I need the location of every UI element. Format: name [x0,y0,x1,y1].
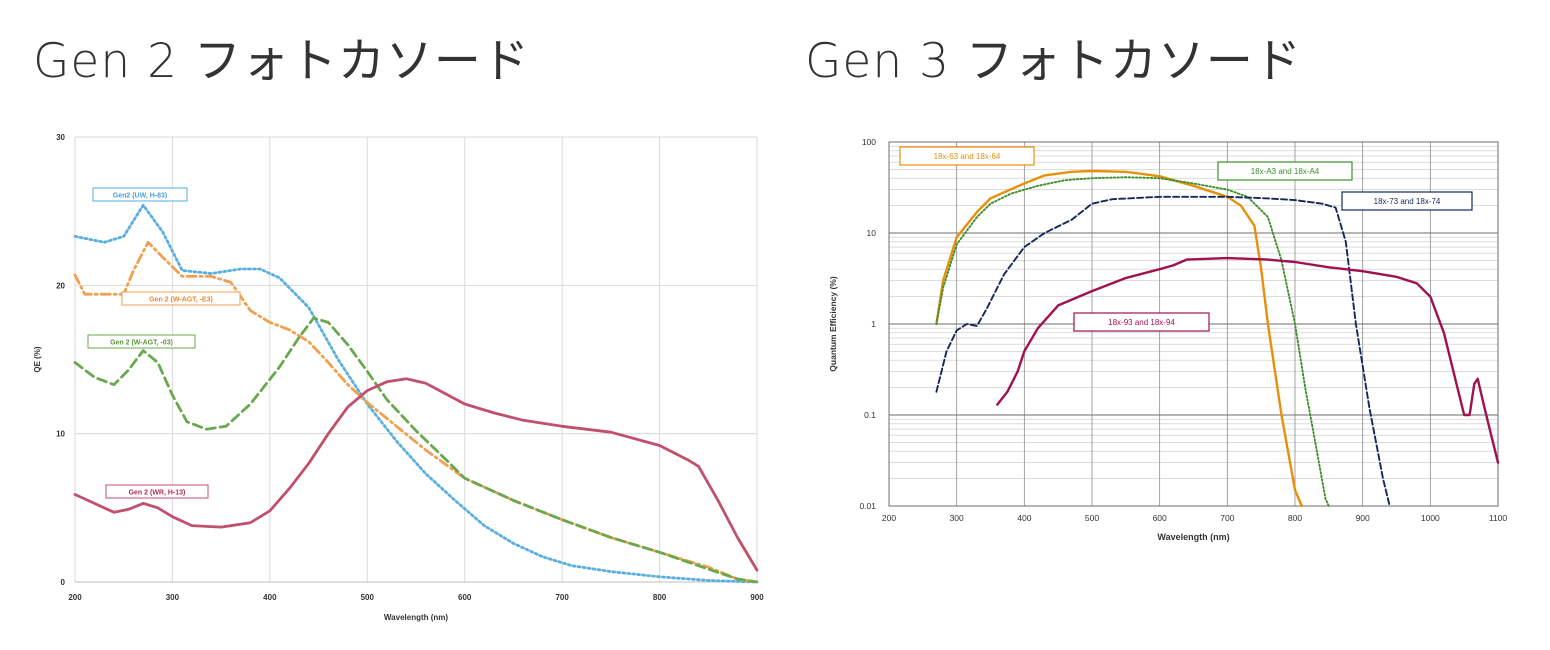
x-tick-label: 400 [263,593,277,602]
y-tick-label: 0.1 [864,410,876,420]
y-axis-label: QE (%) [33,346,42,373]
x-tick-label: 700 [1220,513,1234,523]
series-label-box-w-agt-e3 [121,291,241,306]
series-line-wr-h13 [73,377,759,572]
series-label-wr-h13: Gen 2 (WR, H-13) [129,490,186,497]
series-line-18x-63 [935,169,1303,508]
y-tick-label: 0.01 [859,501,876,511]
series-line-uw-h83 [73,203,759,584]
series-label-18x-63: 18x-63 and 18x-64 [934,152,1001,161]
y-axis-label: Quantum Efficiency (%) [828,276,838,372]
x-tick-label: 200 [882,513,896,523]
series-label-w-agt-e3: Gen 2 (W-AGT, -E3) [149,297,213,304]
series-label-box-wr-h13 [105,484,209,499]
series-label-box-18x-a3 [1217,161,1353,181]
x-tick-label: 1100 [1489,513,1508,523]
series-label-18x-a3: 18x-A3 and 18x-A4 [1251,167,1320,176]
x-tick-label: 400 [1017,513,1031,523]
series-label-box-18x-73 [1341,191,1473,211]
x-tick-label: 300 [166,593,180,602]
series-label-uw-h83: Gen2 (UW, H-83) [113,193,167,200]
x-tick-label: 600 [458,593,472,602]
y-tick-label: 30 [56,133,65,142]
x-tick-label: 200 [68,593,82,602]
x-axis-label: Wavelength (nm) [384,613,448,622]
y-tick-label: 1 [871,319,876,329]
series-line-w-agt-03 [73,316,759,584]
series-label-box-18x-63 [899,146,1035,166]
gen3-heading: Gen 3 フォトカソード [805,34,1302,89]
x-tick-label: 500 [361,593,375,602]
series-label-w-agt-03: Gen 2 (W-AGT, -03) [110,340,173,347]
series-line-18x-93 [996,256,1500,464]
x-tick-label: 800 [653,593,667,602]
x-tick-label: 700 [555,593,569,602]
series-label-box-w-agt-03 [87,334,196,349]
series-label-box-uw-h83 [92,187,188,202]
y-tick-label: 10 [867,228,877,238]
gen2-heading: Gen 2 フォトカソード [33,34,530,89]
x-tick-label: 900 [1356,513,1370,523]
series-label-18x-93: 18x-93 and 18x-94 [1108,318,1175,327]
x-tick-label: 600 [1153,513,1167,523]
x-tick-label: 800 [1288,513,1302,523]
y-tick-label: 0 [61,578,66,587]
x-axis-label: Wavelength (nm) [1157,532,1229,542]
y-tick-label: 10 [56,430,65,439]
y-tick-label: 100 [862,137,876,147]
series-line-18x-a3 [935,176,1330,507]
y-tick-label: 20 [56,281,65,290]
x-tick-label: 300 [950,513,964,523]
series-label-box-18x-93 [1073,312,1210,332]
plot-frame [888,141,1499,507]
x-tick-label: 1000 [1421,513,1440,523]
x-tick-label: 500 [1085,513,1099,523]
x-tick-label: 900 [750,593,764,602]
series-label-18x-73: 18x-73 and 18x-74 [1374,197,1441,206]
